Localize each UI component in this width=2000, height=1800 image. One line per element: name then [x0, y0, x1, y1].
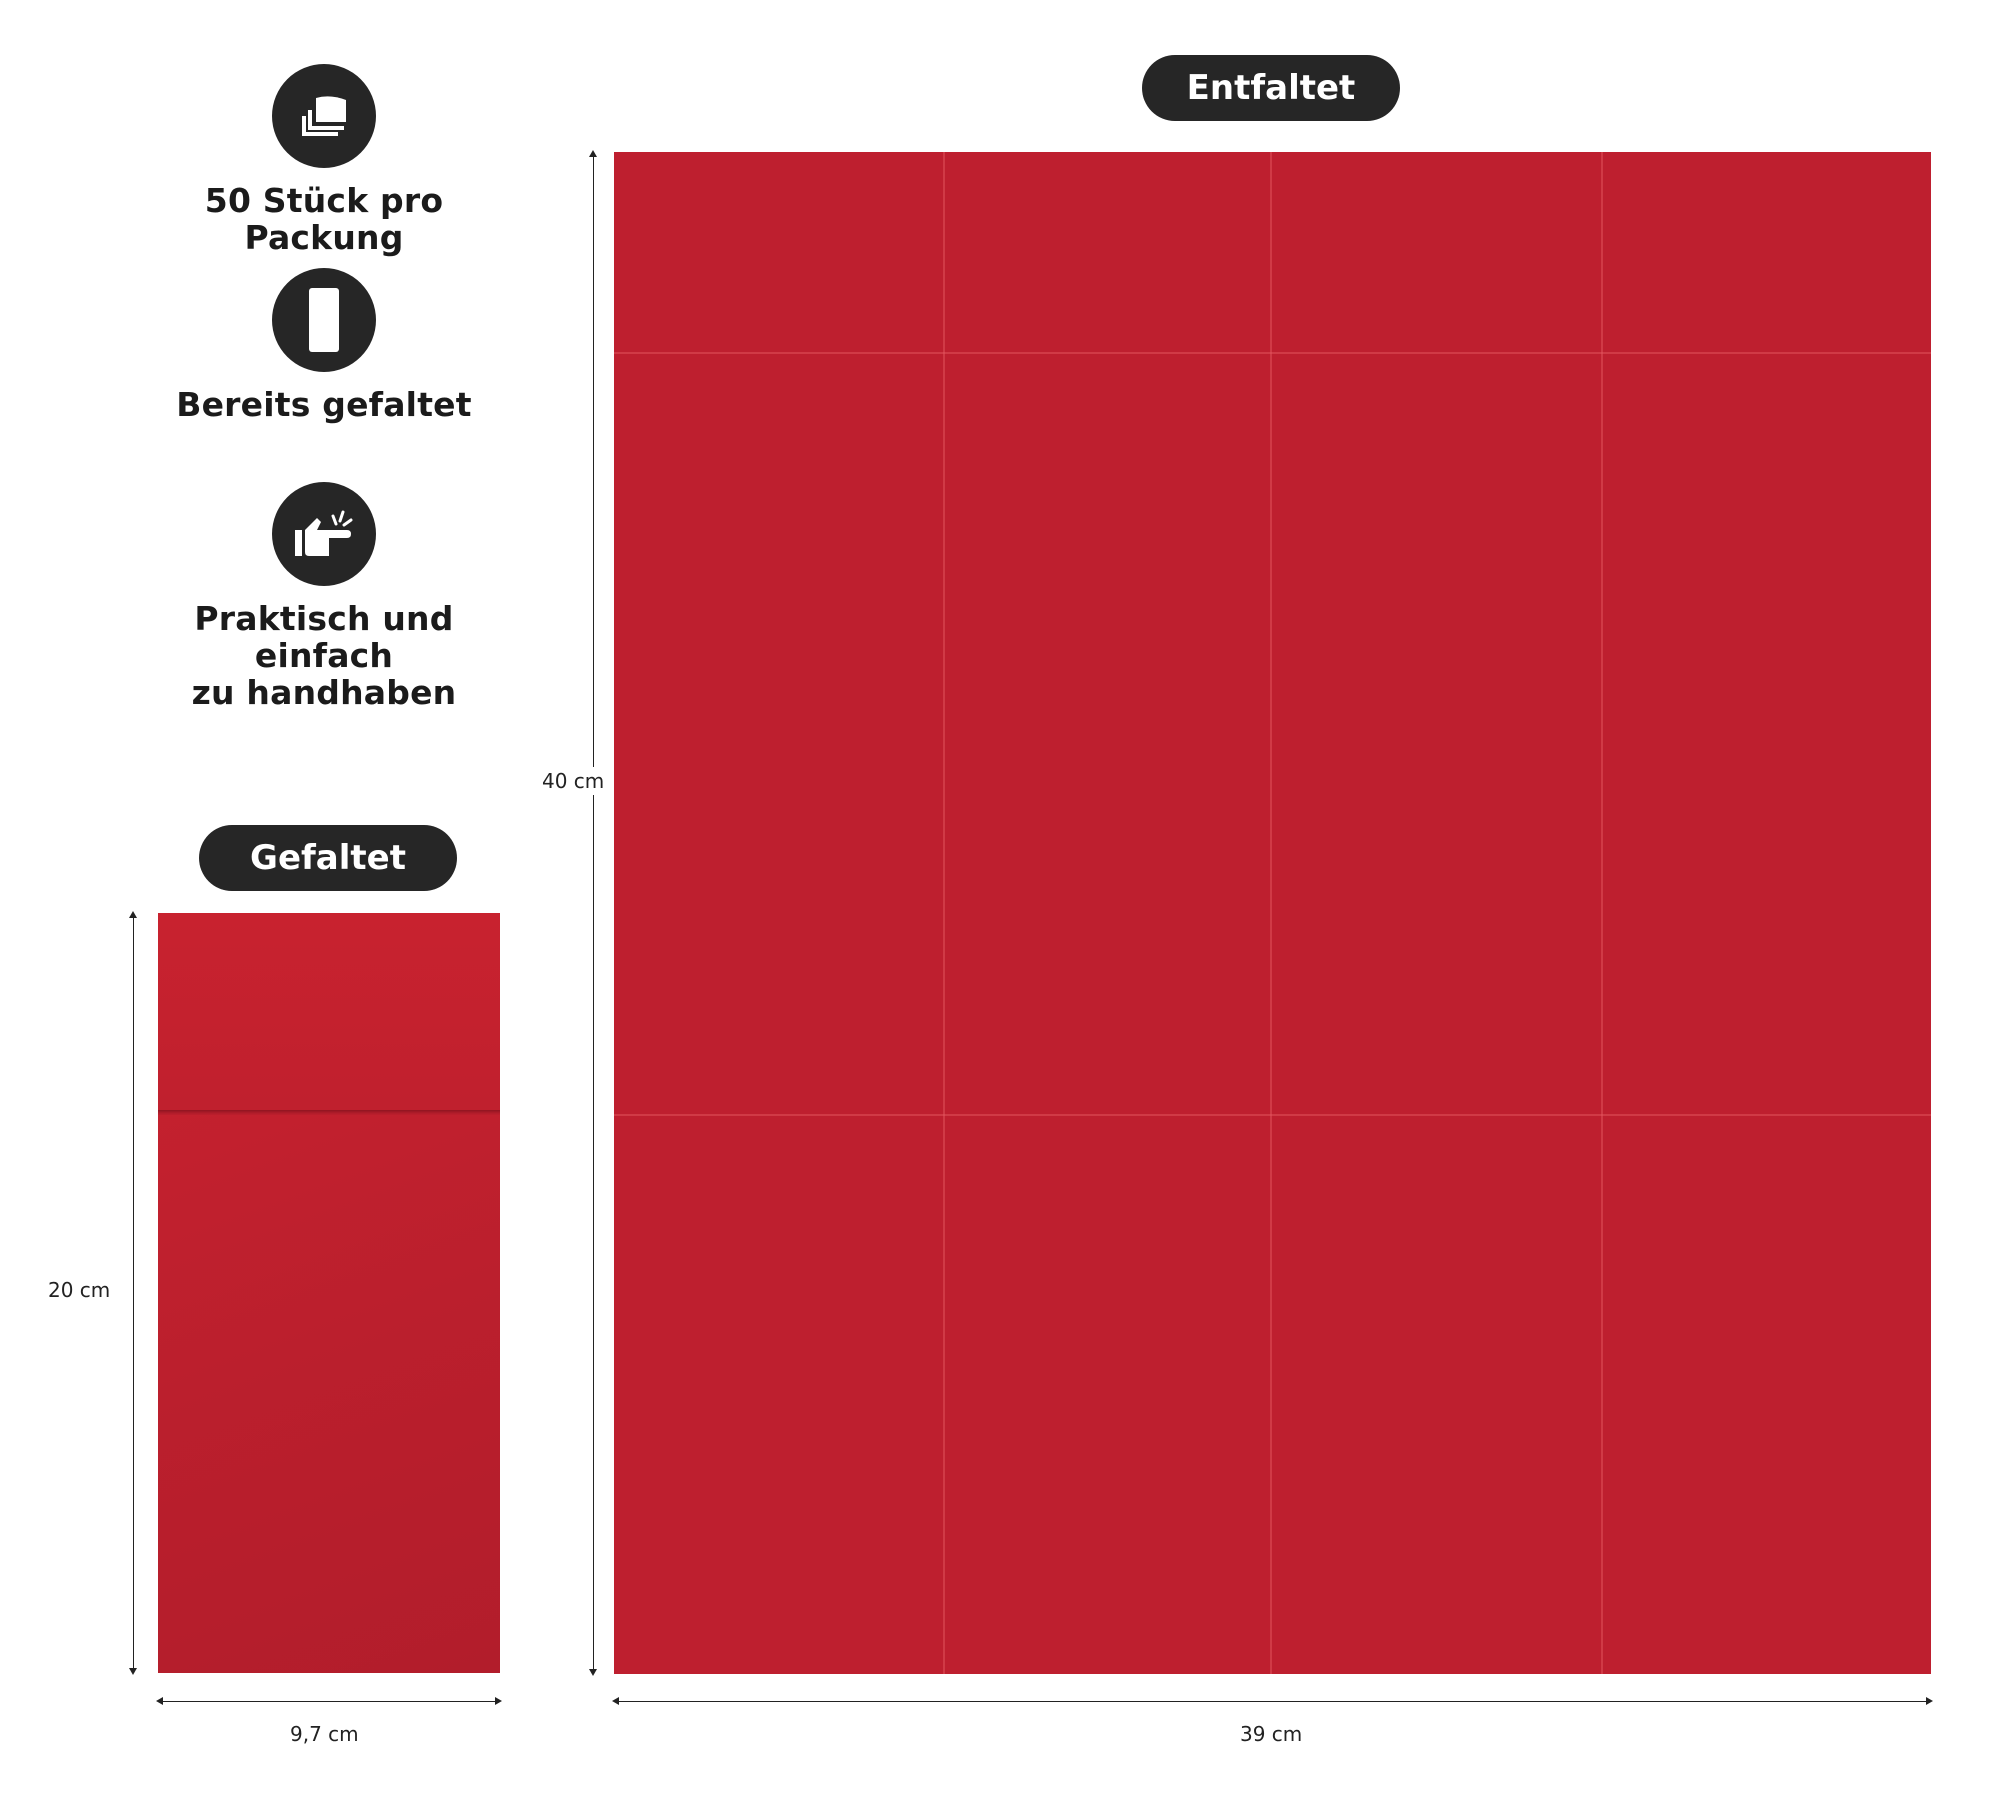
folded-height-line: [133, 913, 134, 1673]
folded-width-label: 9,7 cm: [290, 1722, 359, 1746]
unfolded-width-line: [614, 1701, 1931, 1702]
unfolded-title-badge: Entfaltet: [1142, 55, 1400, 121]
feature-prefolded-label: Bereits gefaltet: [176, 385, 472, 424]
fold-line-vertical-2: [1270, 152, 1272, 1674]
feature-easy-handling-line1: Praktisch und einfach: [194, 599, 454, 675]
unfolded-height-arrow-bottom: [589, 1669, 597, 1676]
folded-width-arrow-left: [156, 1697, 163, 1705]
unfolded-width-arrow-right: [1926, 1697, 1933, 1705]
feature-easy-handling-line2: zu handhaben: [191, 673, 457, 712]
folded-title-badge: Gefaltet: [199, 825, 457, 891]
folded-width-line: [158, 1701, 500, 1702]
unfolded-width-arrow-left: [612, 1697, 619, 1705]
stacked-napkins-icon: [272, 64, 376, 168]
folded-napkin: [158, 913, 500, 1673]
unfolded-height-line: [593, 152, 594, 1674]
folded-napkin-pocket-flap: [158, 913, 500, 1111]
folded-napkin-icon: [272, 268, 376, 372]
feature-easy-handling: Praktisch und einfach zu handhaben: [120, 482, 528, 711]
fold-line-vertical-3: [1601, 152, 1603, 1674]
feature-prefolded: Bereits gefaltet: [120, 268, 528, 423]
unfolded-height-arrow-top: [589, 150, 597, 157]
folded-height-arrow-bottom: [129, 1668, 137, 1675]
folded-width-arrow-right: [495, 1697, 502, 1705]
fold-line-vertical-1: [943, 152, 945, 1674]
folded-height-label: 20 cm: [48, 1278, 111, 1302]
feature-pack-count-label: 50 Stück pro Packung: [204, 181, 444, 257]
folded-napkin-pocket-edge: [158, 1110, 500, 1115]
feature-pack-count: 50 Stück pro Packung: [120, 64, 528, 256]
folded-height-arrow-top: [129, 911, 137, 918]
unfolded-height-label: 40 cm: [540, 767, 607, 795]
fold-line-horizontal-2: [614, 1114, 1931, 1116]
hand-pointing-icon: [272, 482, 376, 586]
unfolded-napkin: [614, 152, 1931, 1674]
fold-line-horizontal-1: [614, 352, 1931, 354]
feature-easy-handling-label: Praktisch und einfach zu handhaben: [120, 600, 528, 711]
unfolded-width-label: 39 cm: [1240, 1722, 1303, 1746]
